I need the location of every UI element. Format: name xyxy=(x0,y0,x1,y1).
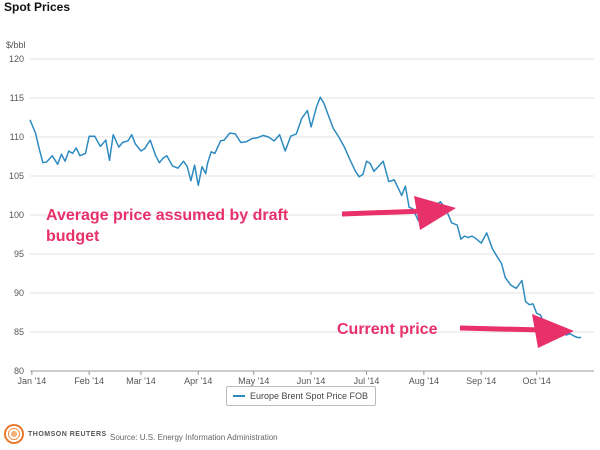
x-tick-label: Mar '14 xyxy=(126,376,156,386)
x-tick-label: May '14 xyxy=(238,376,269,386)
annotation-current-arrow xyxy=(459,314,574,348)
y-tick-label: 105 xyxy=(9,171,24,181)
chart-title: Spot Prices xyxy=(4,0,71,14)
thomson-reuters-logo: THOMSON REUTERS xyxy=(4,424,107,444)
y-axis-unit-label: $/bbl xyxy=(6,40,26,50)
y-tick-label: 115 xyxy=(10,93,24,103)
x-tick-label: Aug '14 xyxy=(409,376,439,386)
y-tick-label: 120 xyxy=(9,54,24,64)
series-line-brent xyxy=(29,96,582,339)
x-tick-label: Oct '14 xyxy=(523,376,551,386)
x-tick-label: Sep '14 xyxy=(466,376,496,386)
x-tick-label: Jan '14 xyxy=(17,376,46,386)
chart-legend[interactable]: Europe Brent Spot Price FOB xyxy=(226,386,376,406)
annotation-budget-text-line1: Average price assumed by draft xyxy=(46,207,289,224)
source-note: Source: U.S. Energy Information Administ… xyxy=(110,433,278,442)
y-tick-label: 85 xyxy=(14,327,24,337)
annotation-budget-arrow xyxy=(341,196,456,230)
logo-text: THOMSON REUTERS xyxy=(28,430,107,438)
legend-label: Europe Brent Spot Price FOB xyxy=(250,391,369,401)
y-tick-label: 100 xyxy=(9,210,24,220)
x-tick-label: Jun '14 xyxy=(297,376,326,386)
x-tick-label: Feb '14 xyxy=(74,376,104,386)
x-tick-label: Apr '14 xyxy=(184,376,212,386)
annotation-budget-text-line2: budget xyxy=(46,228,100,245)
y-tick-label: 110 xyxy=(10,132,24,142)
legend-swatch xyxy=(233,395,245,397)
reuters-logo-icon xyxy=(4,424,24,444)
y-tick-label: 90 xyxy=(14,288,24,298)
x-tick-label: Jul '14 xyxy=(354,376,380,386)
y-tick-label: 80 xyxy=(14,366,24,376)
annotation-current-text: Current price xyxy=(337,321,438,338)
y-tick-label: 95 xyxy=(14,249,24,259)
